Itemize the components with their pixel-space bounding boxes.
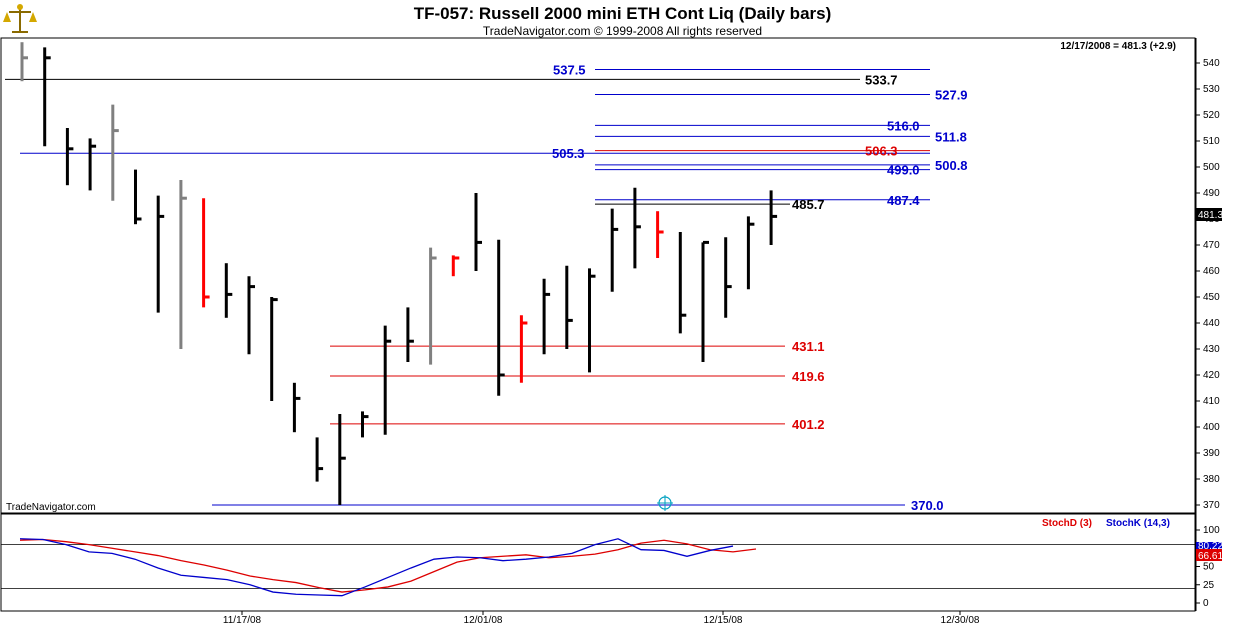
crosshair-icon[interactable] <box>657 495 673 511</box>
price-bar <box>451 255 460 277</box>
price-bar <box>224 263 233 318</box>
price-tick-label: 520 <box>1203 110 1220 121</box>
price-tick-label: 540 <box>1203 58 1220 69</box>
svg-text:66.61: 66.61 <box>1198 551 1223 562</box>
price-bars <box>20 42 778 505</box>
price-bar <box>88 138 97 191</box>
level-label: 516.0 <box>887 118 920 133</box>
price-tick-label: 400 <box>1203 422 1220 433</box>
price-tick-label: 500 <box>1203 162 1220 173</box>
date-tick-label: 12/30/08 <box>941 615 980 626</box>
stochastic-series-line <box>19 538 757 593</box>
price-bar <box>134 169 142 225</box>
last-price-tag: 481.3 <box>1196 208 1223 221</box>
level-label: 506.3 <box>865 144 898 159</box>
level-label: 401.2 <box>792 417 825 432</box>
stochastic-series-line <box>19 538 734 597</box>
level-label: 370.0 <box>911 498 944 513</box>
stochastic-lines <box>19 538 757 597</box>
date-tick-label: 12/01/08 <box>464 615 503 626</box>
price-bar <box>769 190 778 245</box>
chart-subtitle: TradeNavigator.com © 1999-2008 All right… <box>482 24 763 38</box>
date-tick-label: 11/17/08 <box>223 615 262 626</box>
price-bar <box>111 104 119 201</box>
level-label: 500.8 <box>935 158 968 173</box>
price-tick-label: 410 <box>1203 396 1220 407</box>
price-bar <box>701 240 709 362</box>
price-bar <box>633 187 641 269</box>
price-bar <box>361 411 369 438</box>
price-bar <box>20 42 28 82</box>
price-tick-label: 450 <box>1203 292 1220 303</box>
price-bar <box>406 307 414 362</box>
price-bar <box>247 276 255 355</box>
price-axis-ticks: 5405305205105004904804704604504404304204… <box>1196 58 1220 511</box>
level-label: 487.4 <box>887 193 920 208</box>
chart-title: TF-057: Russell 2000 mini ETH Cont Liq (… <box>413 4 832 23</box>
level-label: 537.5 <box>553 63 586 78</box>
level-label: 533.7 <box>865 72 898 87</box>
date-tick-label: 12/15/08 <box>704 615 743 626</box>
price-tick-label: 380 <box>1203 474 1220 485</box>
price-bar <box>43 47 51 147</box>
indicator-axis-ticks: 1007550250 <box>1 525 1220 609</box>
price-bar <box>292 382 301 433</box>
price-tick-label: 460 <box>1203 266 1220 277</box>
price-tick-label: 390 <box>1203 448 1220 459</box>
price-tick-label: 420 <box>1203 370 1220 381</box>
price-bar <box>270 297 278 401</box>
price-bar <box>65 128 74 186</box>
price-bar <box>179 180 187 349</box>
stochk-legend: StochK (14,3) <box>1106 518 1170 529</box>
price-bar <box>588 268 596 373</box>
price-bar <box>746 216 755 290</box>
price-bar <box>338 414 346 505</box>
price-bar <box>383 325 392 435</box>
price-bar <box>519 315 528 383</box>
price-bar <box>656 211 664 258</box>
level-label: 499.0 <box>887 163 920 178</box>
level-label: 419.6 <box>792 369 825 384</box>
price-bar <box>610 208 619 292</box>
price-tick-label: 490 <box>1203 188 1220 199</box>
trade-navigator-logo-icon <box>3 2 37 36</box>
price-tick-label: 470 <box>1203 240 1220 251</box>
price-bar <box>565 265 573 349</box>
price-bar <box>156 195 165 313</box>
indicator-tick-label: 25 <box>1203 580 1215 591</box>
indicator-tick-label: 0 <box>1203 598 1209 609</box>
price-bar <box>202 198 210 308</box>
price-tick-label: 370 <box>1203 500 1220 511</box>
quote-readout: 12/17/2008 = 481.3 (+2.9) <box>1060 41 1176 52</box>
level-label: 485.7 <box>792 197 825 212</box>
level-label: 511.8 <box>935 129 967 144</box>
price-tick-label: 430 <box>1203 344 1220 355</box>
price-tick-label: 510 <box>1203 136 1220 147</box>
price-bar <box>724 237 732 318</box>
level-label: 505.3 <box>552 146 585 161</box>
watermark-text: TradeNavigator.com <box>6 502 96 513</box>
price-panel <box>0 37 1196 514</box>
price-bar <box>542 278 551 355</box>
stochd-legend: StochD (3) <box>1042 518 1092 529</box>
indicator-tick-label: 50 <box>1203 562 1215 573</box>
price-bar <box>678 232 687 334</box>
price-tick-label: 530 <box>1203 84 1220 95</box>
price-bar <box>497 239 505 396</box>
stochk-last-tag: 80.22 <box>1196 541 1223 552</box>
indicator-tick-label: 100 <box>1203 525 1220 536</box>
level-label: 431.1 <box>792 339 825 354</box>
price-bar <box>315 437 324 482</box>
svg-text:80.22: 80.22 <box>1198 541 1223 552</box>
indicator-panel <box>0 513 1196 612</box>
level-lines: 537.5 533.7 527.9 516.0 511.8 505.3 506.3 499.0… <box>5 63 968 513</box>
price-tick-label: 440 <box>1203 318 1220 329</box>
price-bar <box>429 247 437 365</box>
svg-text:481.3: 481.3 <box>1198 210 1223 221</box>
price-bar <box>474 193 482 271</box>
date-axis-ticks: 11/17/08 12/01/08 12/15/08 12/30/08 <box>223 611 980 626</box>
stochd-last-tag: 66.61 <box>1196 549 1223 562</box>
level-label: 527.9 <box>935 87 968 102</box>
